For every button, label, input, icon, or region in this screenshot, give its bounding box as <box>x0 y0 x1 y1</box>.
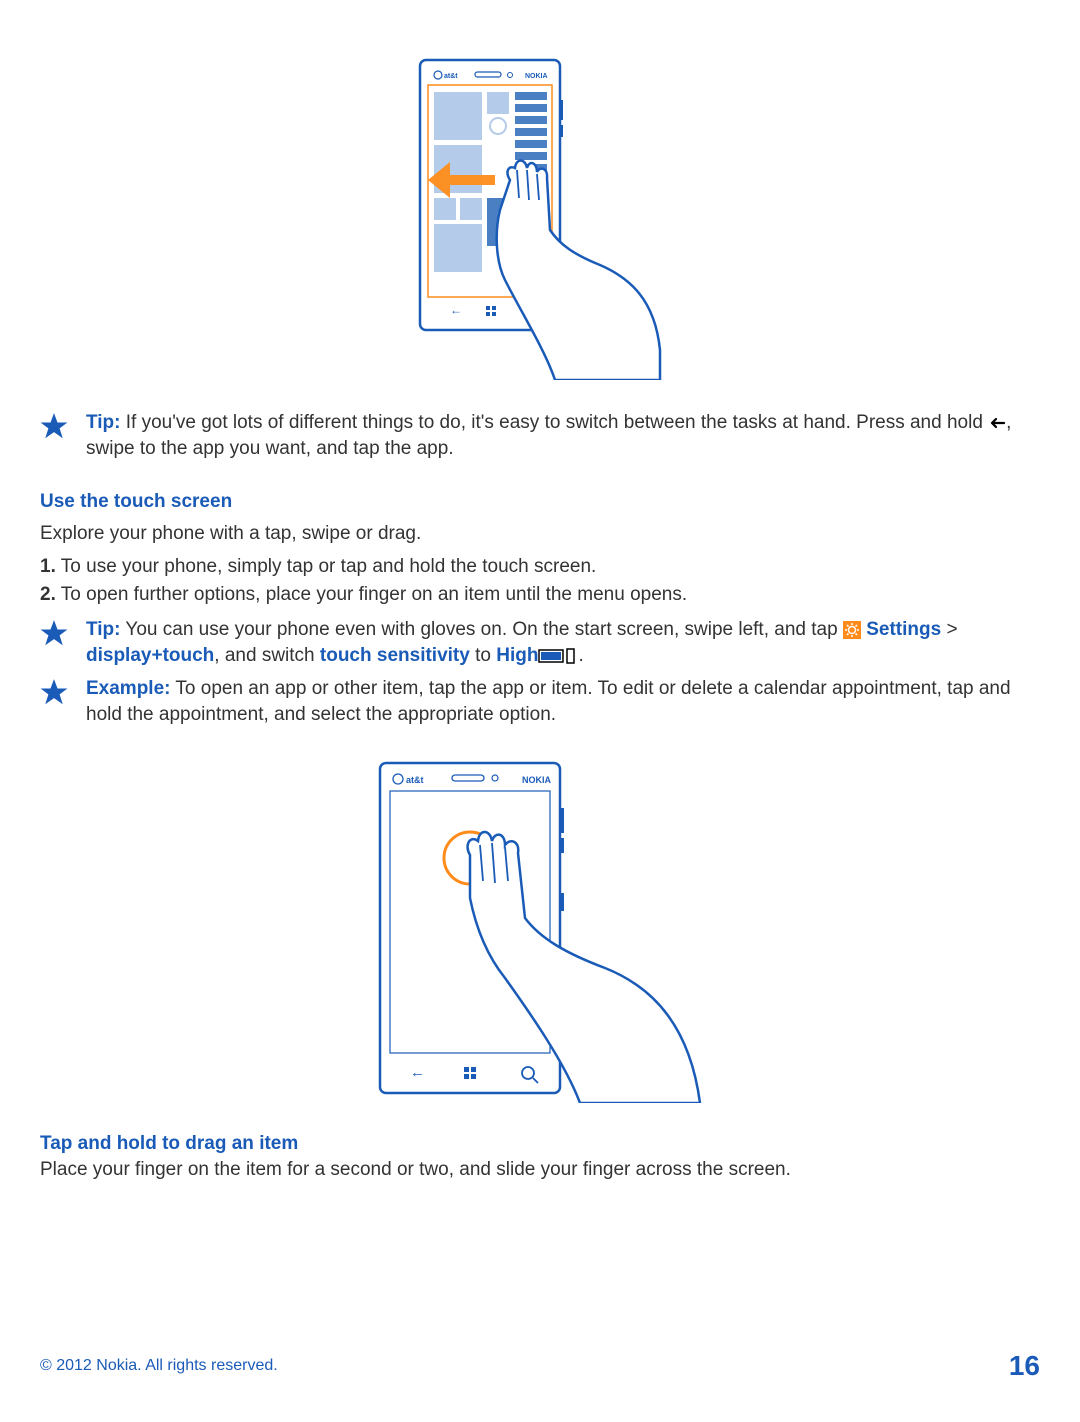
svg-text:NOKIA: NOKIA <box>522 775 552 785</box>
back-arrow-icon <box>988 416 1006 430</box>
page-number: 16 <box>1009 1350 1040 1382</box>
copyright-text: © 2012 Nokia. All rights reserved. <box>40 1357 278 1375</box>
tip1-text: Tip: If you've got lots of different thi… <box>86 410 1040 461</box>
figure-tap: at&t NOKIA ← <box>40 753 1040 1103</box>
tip1-label: Tip: <box>86 412 120 433</box>
svg-text:at&t: at&t <box>444 73 458 80</box>
star-icon <box>40 412 68 440</box>
svg-text:NOKIA: NOKIA <box>525 73 548 80</box>
star-icon <box>40 678 68 706</box>
heading-tap-hold-drag: Tap and hold to drag an item <box>40 1133 1040 1155</box>
intro-text: Explore your phone with a tap, swipe or … <box>40 521 1040 548</box>
example-row: Example: To open an app or other item, t… <box>40 676 1040 727</box>
drag-text: Place your finger on the item for a seco… <box>40 1157 1040 1184</box>
step-2: 2. To open further options, place your f… <box>40 582 1040 609</box>
star-icon <box>40 619 68 647</box>
tip2-text: Tip: You can use your phone even with gl… <box>86 617 1040 668</box>
example-label: Example: <box>86 678 170 699</box>
toggle-high-icon <box>538 648 578 664</box>
phone-swipe-illustration: at&t NOKIA <box>400 50 680 380</box>
tip-row-2: Tip: You can use your phone even with gl… <box>40 617 1040 668</box>
page-footer: © 2012 Nokia. All rights reserved. 16 <box>40 1350 1040 1382</box>
tip2-label: Tip: <box>86 619 120 640</box>
settings-gear-icon <box>843 621 861 639</box>
figure-swipe: at&t NOKIA <box>40 50 1040 380</box>
heading-use-touch-screen: Use the touch screen <box>40 491 1040 513</box>
svg-text:at&t: at&t <box>406 775 424 785</box>
step-1: 1. To use your phone, simply tap or tap … <box>40 554 1040 581</box>
page-content: at&t NOKIA <box>0 0 1080 1422</box>
svg-text:←: ← <box>450 303 462 317</box>
tip-row-1: Tip: If you've got lots of different thi… <box>40 410 1040 461</box>
example-text: Example: To open an app or other item, t… <box>86 676 1040 727</box>
svg-text:←: ← <box>410 1064 425 1081</box>
phone-tap-illustration: at&t NOKIA ← <box>370 753 710 1103</box>
